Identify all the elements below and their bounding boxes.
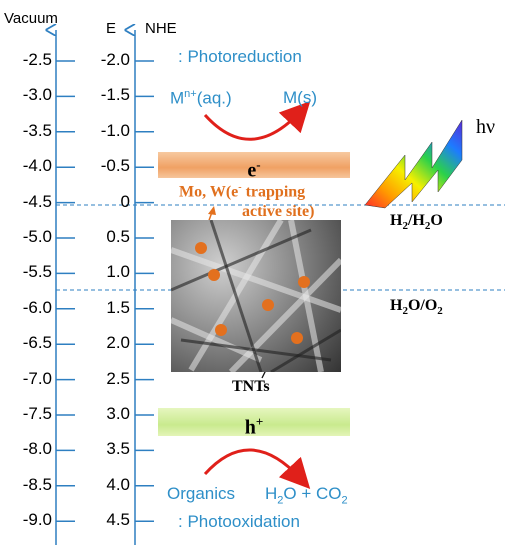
photoreduction-arrow [203,101,311,141]
photooxidation-arrow [203,448,311,490]
hole-label: h+ [244,414,264,439]
nhe-tick-label: -2.0 [100,50,130,69]
vacuum-tick-label: -3.0 [22,85,52,105]
h2o-o2-couple-label: H2O/O2 [390,297,443,318]
vacuum-tick-label: -4.5 [22,191,52,211]
nhe-tick-label: 3.0 [106,404,130,423]
nhe-tick-label: -1.5 [100,85,130,105]
photoreduction-label: : Photoreduction [178,47,302,66]
vacuum-tick-label: -3.5 [22,120,52,140]
nhe-axis-label: NHE [145,20,177,37]
metal-ion-label: Mn+(aq.) [170,88,232,108]
vacuum-axis-label: Vacuum [4,10,58,27]
metal-solid-label: M(s) [283,88,317,107]
organics-label: Organics [167,484,236,503]
vacuum-tick-label: -5.5 [22,262,52,282]
electron-label: e- [247,157,261,182]
vacuum-tick-label: -8.5 [22,474,52,494]
vacuum-tick-label: -6.5 [22,333,52,353]
tnts-label: TNTs [232,378,270,395]
oxidation-products-label: H2O + CO2 [265,484,348,507]
vacuum-tick-label: -9.0 [22,510,52,530]
vacuum-tick-label: -7.5 [22,404,52,423]
nhe-tick-label: 0.5 [106,227,130,246]
vacuum-tick-label: -2.5 [22,50,52,69]
vacuum-tick-label: -5.0 [22,227,52,246]
tem-texture [171,220,341,372]
nhe-tick-label: 1.0 [106,262,130,282]
photooxidation-label: : Photooxidation [178,512,300,531]
vacuum-tick-label: -4.0 [22,156,52,176]
dopant-label-line2: active site) [242,203,315,220]
tnts-tem-image [171,220,341,372]
vacuum-tick-label: -8.0 [22,439,52,459]
valence-band: h+ [158,408,350,439]
e-axis-label: E [106,20,117,37]
light-rainbow-icon [364,119,463,209]
nhe-tick-label: -1.0 [100,120,130,140]
vacuum-tick-label: -6.0 [22,297,52,317]
nhe-tick-label: 1.5 [106,297,130,317]
h2-h2o-couple-label: H2/H2O [390,212,443,233]
nhe-axis-ticks [135,60,154,522]
nhe-tick-label: 0 [120,191,130,211]
nhe-tick-label: -0.5 [100,156,130,176]
vacuum-axis-ticks [56,60,75,522]
nhe-tick-label: 4.0 [106,474,130,494]
vacuum-tick-label: -7.0 [22,368,52,388]
nhe-tick-label: 3.5 [106,439,130,459]
nhe-tick-label: 2.5 [106,368,130,388]
nhe-tick-label: 4.5 [106,510,130,530]
nhe-tick-label: 2.0 [106,333,130,353]
conduction-band: e- [158,152,350,182]
dopant-label-line1: Mo, W(e- trapping [179,182,306,201]
light-hv-label: hν [476,116,496,138]
